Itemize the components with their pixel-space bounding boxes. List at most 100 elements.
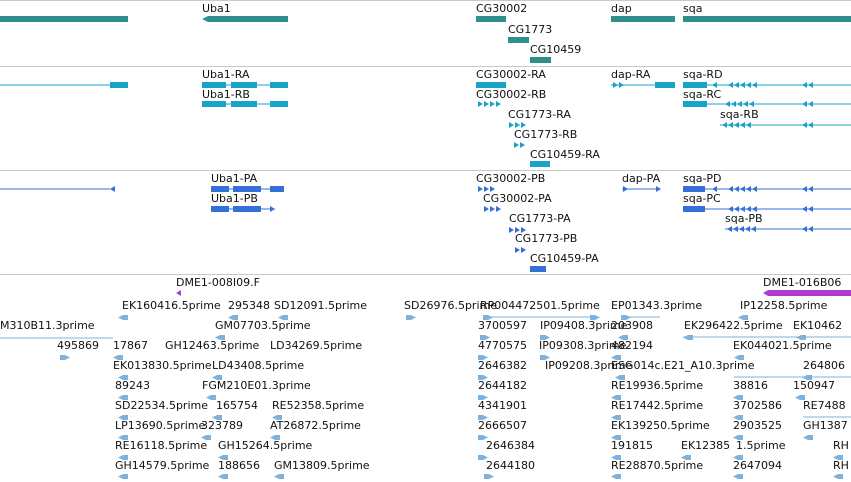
est-arrow[interactable] xyxy=(733,435,738,440)
cds-chevron[interactable] xyxy=(802,206,807,212)
est-label[interactable]: 203908 xyxy=(611,319,653,332)
cds-chevron[interactable] xyxy=(802,186,807,192)
cds-chevron[interactable] xyxy=(728,186,733,192)
transcript-exon[interactable] xyxy=(202,82,226,88)
est-label[interactable]: 2903525 xyxy=(733,419,782,432)
cds-label-cg1773-pa[interactable]: CG1773-PA xyxy=(509,212,571,225)
est-glyph[interactable] xyxy=(123,375,128,380)
est-label[interactable]: RH xyxy=(833,459,849,472)
transcript-chevron[interactable] xyxy=(613,82,618,88)
cds-chevron[interactable] xyxy=(740,186,745,192)
est-arrow[interactable] xyxy=(734,355,739,360)
cds-chevron[interactable] xyxy=(808,226,813,232)
transcript-exon[interactable] xyxy=(655,82,675,88)
est-arrow[interactable] xyxy=(733,415,738,420)
est-glyph[interactable] xyxy=(623,335,628,340)
est-glyph[interactable] xyxy=(478,375,483,380)
transcript-chevron[interactable] xyxy=(731,101,736,107)
est-glyph[interactable] xyxy=(123,395,128,400)
est-arrow[interactable] xyxy=(212,375,217,380)
est-glyph[interactable] xyxy=(738,395,743,400)
cds-chevron[interactable] xyxy=(751,226,756,232)
transcript-label-cg10459-ra[interactable]: CG10459-RA xyxy=(530,148,600,161)
cds-label-sqa-pd[interactable]: sqa-PD xyxy=(683,172,722,185)
transcript-chevron[interactable] xyxy=(802,122,807,128)
cds-chevron[interactable] xyxy=(496,206,501,212)
transcript-chevron[interactable] xyxy=(743,101,748,107)
dme-label-008i09[interactable]: DME1-008I09.F xyxy=(176,276,260,289)
cds-chevron[interactable] xyxy=(734,206,739,212)
est-arrow[interactable] xyxy=(611,435,616,440)
est-arrow[interactable] xyxy=(611,415,616,420)
est-label[interactable]: LD43408.5prime xyxy=(212,359,305,372)
est-label[interactable]: 323789 xyxy=(201,419,243,432)
transcript-chevron[interactable] xyxy=(496,101,501,107)
transcript-exon[interactable] xyxy=(683,82,707,88)
cds-chevron[interactable] xyxy=(745,226,750,232)
transcript-exon[interactable] xyxy=(231,101,257,107)
est-arrow[interactable] xyxy=(738,315,743,320)
est-arrow[interactable] xyxy=(218,474,223,479)
est-label[interactable]: LD34269.5prime xyxy=(270,339,363,352)
est-label[interactable]: 3702586 xyxy=(733,399,782,412)
est-label[interactable]: 495869 xyxy=(57,339,99,352)
cds-label-uba1-pa[interactable]: Uba1-PA xyxy=(211,172,258,185)
dme-arrow[interactable] xyxy=(763,290,768,296)
transcript-exon[interactable] xyxy=(110,82,128,88)
gene-label-cg10459[interactable]: CG10459 xyxy=(530,43,582,56)
cds-chevron[interactable] xyxy=(521,227,526,233)
est-glyph[interactable] xyxy=(738,474,743,479)
est-label[interactable]: EK12385 xyxy=(681,439,731,452)
est-label[interactable]: 17867 xyxy=(113,339,148,352)
cds-chevron[interactable] xyxy=(733,226,738,232)
est-label[interactable]: M310B11.3prime xyxy=(0,319,95,332)
transcript-chevron[interactable] xyxy=(808,82,813,88)
est-label[interactable]: RE52358.5prime xyxy=(272,399,365,412)
cds-exon[interactable] xyxy=(211,186,229,192)
est-label[interactable]: EK044021.5prime xyxy=(733,339,832,352)
est-label[interactable]: SD26976.5prime xyxy=(404,299,497,312)
cds-chevron[interactable] xyxy=(752,186,757,192)
est-label[interactable]: SD12091.5prime xyxy=(274,299,367,312)
est-label[interactable]: RH xyxy=(833,439,849,452)
est-label[interactable]: RE16118.5prime xyxy=(115,439,208,452)
est-label[interactable]: AT26872.5prime xyxy=(270,419,361,432)
cds-label-cg30002-pb[interactable]: CG30002-PB xyxy=(476,172,546,185)
est-glyph[interactable] xyxy=(739,355,744,360)
transcript-label-sqa-rd[interactable]: sqa-RD xyxy=(683,68,723,81)
cds-exon[interactable] xyxy=(233,186,261,192)
est-arrow[interactable] xyxy=(483,355,488,360)
est-arrow[interactable] xyxy=(833,474,838,479)
est-arrow[interactable] xyxy=(795,395,800,400)
transcript-chevron[interactable] xyxy=(619,82,624,88)
est-label[interactable]: IP09308.3prime xyxy=(539,339,627,352)
est-label[interactable]: 191815 xyxy=(611,439,653,452)
est-label[interactable]: FGM210E01.3prime xyxy=(202,379,311,392)
cds-chevron[interactable] xyxy=(740,206,745,212)
transcript-chevron[interactable] xyxy=(521,122,526,128)
est-arrow[interactable] xyxy=(611,355,616,360)
cds-label-uba1-pb[interactable]: Uba1-PB xyxy=(211,192,258,205)
gene-glyph[interactable] xyxy=(0,16,128,22)
est-label[interactable]: EK296422.5prime xyxy=(684,319,783,332)
cds-chevron[interactable] xyxy=(515,227,520,233)
est-label[interactable]: 2646382 xyxy=(478,359,527,372)
est-glyph[interactable] xyxy=(279,474,284,479)
transcript-chevron[interactable] xyxy=(802,82,807,88)
est-label[interactable]: 2644180 xyxy=(486,459,535,472)
transcript-chevron[interactable] xyxy=(490,101,495,107)
est-label[interactable]: IP09408.3prime xyxy=(540,319,628,332)
est-arrow[interactable] xyxy=(489,474,494,479)
gene-label-sqa[interactable]: sqa xyxy=(683,2,703,15)
est-glyph[interactable] xyxy=(211,395,216,400)
est-arrow[interactable] xyxy=(733,474,738,479)
est-glyph[interactable] xyxy=(277,415,282,420)
est-glyph[interactable] xyxy=(275,435,280,440)
est-label[interactable]: 2644182 xyxy=(478,379,527,392)
transcript-chevron[interactable] xyxy=(722,122,727,128)
cds-chevron[interactable] xyxy=(727,226,732,232)
est-glyph[interactable] xyxy=(478,355,483,360)
transcript-exon[interactable] xyxy=(530,161,550,167)
est-glyph[interactable] xyxy=(478,435,483,440)
est-arrow[interactable] xyxy=(118,455,123,460)
